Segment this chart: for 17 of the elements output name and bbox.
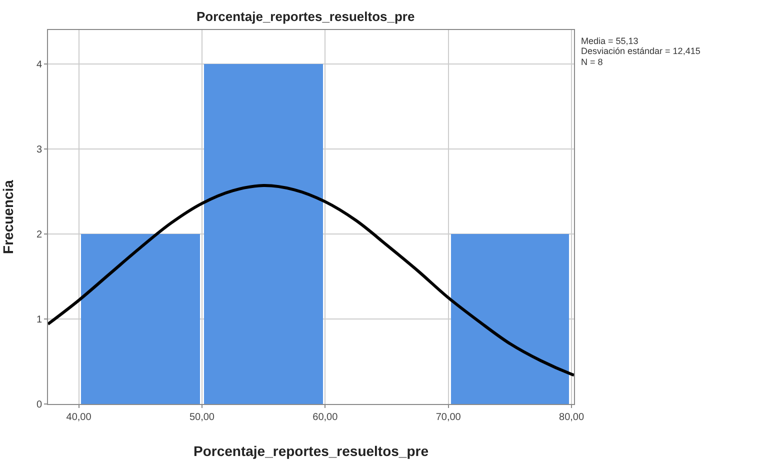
text: Desviación estándar = 12,415 <box>581 46 700 56</box>
x-tick-label: 80,00 <box>559 412 584 423</box>
text: N = 8 <box>581 57 603 67</box>
x-tick-label: 40,00 <box>66 412 92 423</box>
x-tick-label: 50,00 <box>189 412 215 423</box>
x-tick-label: 60,00 <box>312 412 338 423</box>
y-tick-label: 3 <box>36 144 42 156</box>
y-axis-title: Frecuencia <box>0 180 16 254</box>
y-tick-label: 1 <box>36 314 42 326</box>
chart-title: Porcentaje_reportes_resueltos_pre <box>196 8 415 24</box>
y-tick-label: 4 <box>36 60 42 70</box>
x-axis-title: Porcentaje_reportes_resueltos_pre <box>194 443 429 459</box>
y-tick-label: 2 <box>36 230 42 240</box>
x-tick-label: 70,00 <box>436 412 462 423</box>
y-tick-label: 0 <box>36 400 42 410</box>
text: Media = 55,13 <box>581 36 638 46</box>
line-series <box>48 184 574 377</box>
